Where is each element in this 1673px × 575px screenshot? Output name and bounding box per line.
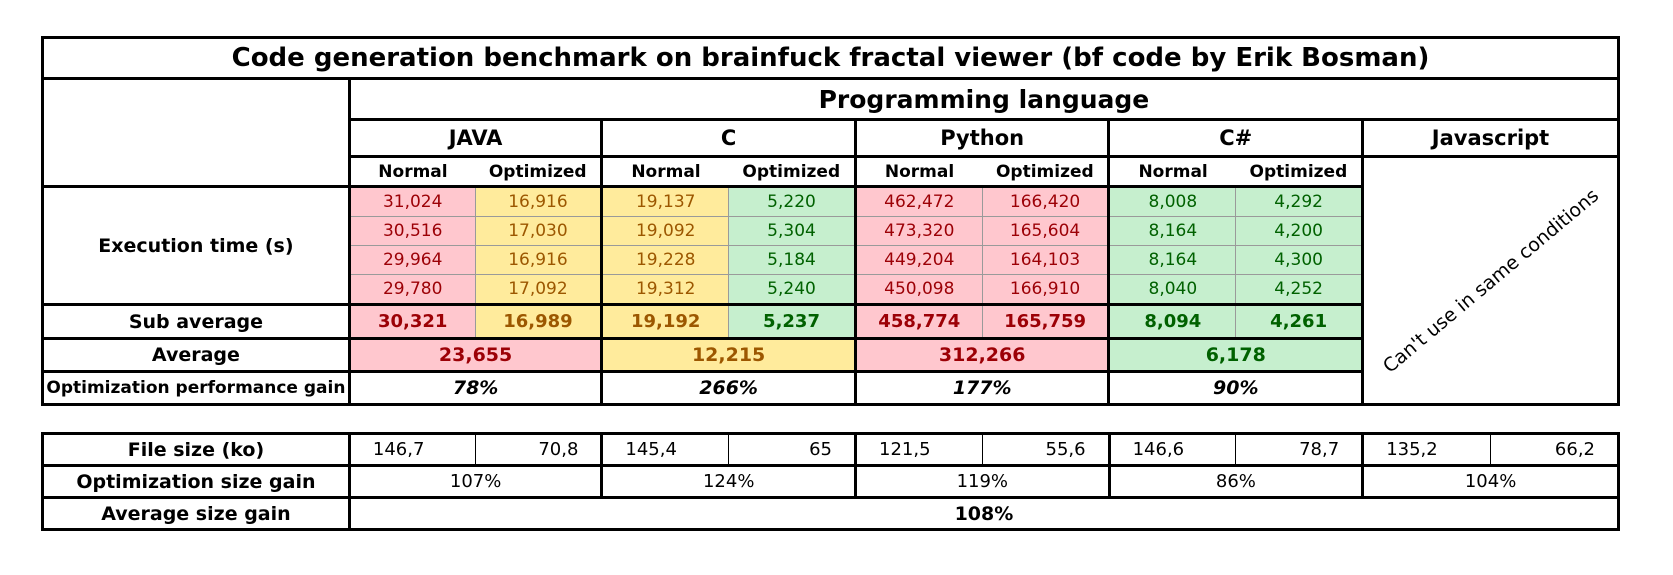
sub-average-cell: 5,237 (728, 303, 856, 340)
table-cell: 449,204 (853, 245, 983, 275)
file-size-cell: 55,6 (981, 432, 1111, 467)
table-cell: 30,516 (347, 216, 476, 246)
subheader-optimized: Optimized (1235, 156, 1365, 188)
sub-average-cell: 8,094 (1107, 303, 1237, 340)
file-size-cell: 78,7 (1235, 432, 1365, 467)
corner-blank (41, 78, 350, 188)
sub-average-cell: 16,989 (474, 303, 603, 340)
table-cell: 8,040 (1107, 274, 1237, 305)
file-size-cell: 65 (728, 432, 857, 467)
sub-average-cell: 30,321 (347, 303, 476, 340)
table-cell: 19,312 (600, 274, 730, 305)
table-cell: 166,910 (981, 274, 1110, 305)
benchmark-table: Code generation benchmark on brainfuck f… (41, 36, 1621, 406)
table-cell: 164,103 (981, 245, 1110, 275)
language-header: C# (1107, 118, 1365, 158)
row-label-perf-gain: Optimization performance gain (41, 370, 351, 406)
subheader-normal: Normal (600, 156, 729, 188)
table-title: Code generation benchmark on brainfuck f… (41, 36, 1620, 80)
sub-average-cell: 165,759 (981, 303, 1110, 340)
row-label-avg-size-gain: Average size gain (41, 496, 351, 531)
table-cell: 19,137 (600, 185, 730, 217)
language-header: C (600, 118, 857, 158)
file-size-cell: 145,4 (600, 432, 730, 467)
avg-size-gain-cell: 108% (347, 496, 1621, 531)
file-size-cell: 135,2 (1361, 432, 1492, 467)
javascript-note: Can't use in same conditions (1378, 183, 1603, 378)
subheader-normal: Normal (347, 156, 476, 188)
sub-average-cell: 4,261 (1235, 303, 1365, 340)
subheader-optimized: Optimized (728, 156, 857, 188)
subheader-normal: Normal (1107, 156, 1236, 188)
file-size-table: File size (ko) 146,7 70,8 145,4 65 121,5 55,6 1… (41, 432, 1621, 531)
size-gain-cell: 86% (1107, 464, 1365, 499)
size-gain-cell: 119% (854, 464, 1111, 499)
table-cell: 19,092 (600, 216, 730, 246)
table-cell: 5,240 (728, 274, 856, 305)
table-cell: 4,300 (1235, 245, 1365, 275)
row-label-size-gain: Optimization size gain (41, 464, 351, 499)
javascript-note-cell: Can't use in same conditions (1361, 155, 1620, 406)
size-gain-cell: 107% (347, 464, 604, 499)
table-cell: 8,008 (1107, 185, 1237, 217)
perf-gain-cell: 90% (1107, 371, 1365, 406)
average-cell: 312,266 (853, 338, 1111, 373)
table-cell: 8,164 (1107, 216, 1237, 246)
table-cell: 4,252 (1235, 274, 1365, 305)
perf-gain-cell: 78% (347, 371, 604, 406)
average-cell: 12,215 (600, 338, 857, 373)
table-cell: 16,916 (474, 185, 603, 217)
sub-average-cell: 19,192 (600, 303, 730, 340)
subheader-normal: Normal (853, 156, 983, 188)
table-cell: 31,024 (347, 185, 476, 217)
table-cell: 29,964 (347, 245, 476, 275)
row-label-sub-average: Sub average (41, 303, 351, 340)
table-cell: 166,420 (981, 185, 1110, 217)
table-cell: 5,304 (728, 216, 856, 246)
table-cell: 450,098 (853, 274, 983, 305)
language-header: JAVA (347, 118, 604, 158)
table-cell: 4,200 (1235, 216, 1365, 246)
file-size-cell: 70,8 (474, 432, 604, 467)
average-cell: 23,655 (347, 338, 604, 373)
table-cell: 4,292 (1235, 185, 1365, 217)
table-cell: 16,916 (474, 245, 603, 275)
table-cell: 165,604 (981, 216, 1110, 246)
subheader-optimized: Optimized (982, 156, 1111, 188)
table-cell: 5,184 (728, 245, 856, 275)
file-size-cell: 66,2 (1490, 432, 1620, 467)
file-size-cell: 146,6 (1107, 432, 1237, 467)
header-programming-language: Programming language (347, 77, 1621, 121)
table-cell: 29,780 (347, 274, 476, 305)
perf-gain-cell: 266% (600, 371, 857, 406)
row-label-execution-time: Execution time (s) (41, 185, 351, 305)
size-gain-cell: 104% (1361, 464, 1620, 499)
row-label-file-size: File size (ko) (41, 432, 351, 467)
table-cell: 17,030 (474, 216, 603, 246)
table-cell: 8,164 (1107, 245, 1237, 275)
table-cell: 462,472 (853, 185, 983, 217)
table-cell: 473,320 (853, 216, 983, 246)
size-gain-cell: 124% (600, 464, 857, 499)
language-header: Python (853, 118, 1111, 158)
language-header: Javascript (1361, 118, 1620, 158)
sub-average-cell: 458,774 (853, 303, 983, 340)
table-cell: 19,228 (600, 245, 730, 275)
table-cell: 5,220 (728, 185, 856, 217)
average-cell: 6,178 (1107, 338, 1365, 373)
row-label-average: Average (41, 338, 351, 373)
subheader-optimized: Optimized (475, 156, 604, 188)
file-size-cell: 121,5 (854, 432, 983, 467)
perf-gain-cell: 177% (853, 371, 1111, 406)
table-cell: 17,092 (474, 274, 603, 305)
file-size-cell: 146,7 (347, 432, 476, 467)
